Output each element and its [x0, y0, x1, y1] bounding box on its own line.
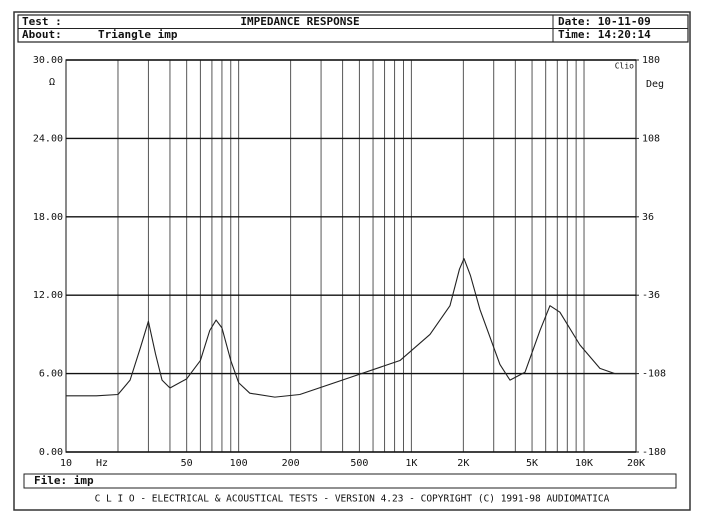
- y2-tick-label: -36: [642, 290, 660, 301]
- about-label: About:: [22, 28, 62, 41]
- file-box: [23, 473, 677, 489]
- test-label: Test :: [22, 15, 62, 28]
- banner: C L I O - ELECTRICAL & ACOUSTICAL TESTS …: [95, 494, 610, 505]
- y-tick-label: 0.00: [39, 447, 63, 458]
- x-unit: Hz: [96, 458, 108, 469]
- y-unit: Ω: [49, 77, 55, 88]
- impedance-curve: [66, 258, 636, 398]
- x-tick-label: 2K: [457, 458, 469, 469]
- y-tick-label: 30.00: [33, 55, 63, 66]
- y-tick-label: 6.00: [39, 369, 63, 380]
- x-tick-label: 50: [181, 458, 193, 469]
- x-tick-label: 200: [282, 458, 300, 469]
- x-tick-label: 20K: [627, 458, 645, 469]
- x-tick-label: 10: [60, 458, 72, 469]
- plot-area: [65, 59, 637, 453]
- x-tick-label: 500: [350, 458, 368, 469]
- y2-tick-label: 108: [642, 133, 660, 144]
- y2-tick-label: -180: [642, 447, 666, 458]
- y-tick-label: 12.00: [33, 290, 63, 301]
- about-value: Triangle imp: [98, 28, 178, 41]
- y2-unit: Deg: [646, 79, 664, 90]
- x-tick-label: 5K: [526, 458, 538, 469]
- corner-label: Clio: [615, 62, 634, 71]
- chart-title: IMPEDANCE RESPONSE: [240, 15, 359, 28]
- y-tick-label: 18.00: [33, 212, 63, 223]
- y2-tick-label: 180: [642, 55, 660, 66]
- x-tick-label: 10K: [575, 458, 593, 469]
- x-tick-label: 1K: [405, 458, 417, 469]
- file-label: File: imp: [34, 474, 94, 487]
- y2-tick-label: -108: [642, 369, 666, 380]
- y2-tick-label: 36: [642, 212, 654, 223]
- x-tick-label: 100: [230, 458, 248, 469]
- y-tick-label: 24.00: [33, 133, 63, 144]
- time: Time: 14:20:14: [558, 28, 651, 41]
- date: Date: 10-11-09: [558, 15, 651, 28]
